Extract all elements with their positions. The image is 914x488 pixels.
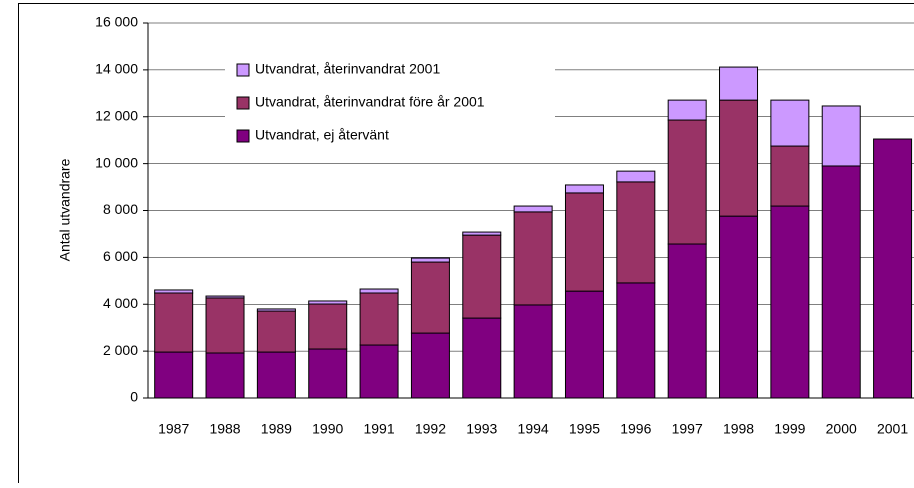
legend-swatch bbox=[237, 64, 249, 76]
bar-segment bbox=[771, 206, 809, 398]
bar-segment bbox=[617, 171, 655, 182]
x-tick-label: 1990 bbox=[312, 421, 343, 437]
bar-segment bbox=[360, 345, 398, 398]
bar-segment bbox=[771, 100, 809, 146]
x-tick-label: 1999 bbox=[774, 421, 805, 437]
bar-segment bbox=[411, 333, 449, 398]
bar-segment bbox=[514, 206, 552, 212]
x-tick-label: 1987 bbox=[158, 421, 189, 437]
bar-segment bbox=[822, 166, 860, 398]
bar-segment bbox=[206, 296, 244, 298]
y-tick-label: 14 000 bbox=[95, 61, 138, 77]
bar-segment bbox=[565, 193, 603, 291]
bar-segment bbox=[771, 146, 809, 206]
bar-segment bbox=[514, 212, 552, 305]
bar-segment bbox=[463, 235, 501, 318]
y-tick-label: 2 000 bbox=[103, 342, 138, 358]
bar-segment bbox=[257, 352, 295, 398]
bar-segment bbox=[514, 305, 552, 398]
x-tick-label: 1998 bbox=[723, 421, 754, 437]
bar-segment bbox=[206, 353, 244, 398]
bar-segment bbox=[565, 291, 603, 398]
bar-segment bbox=[257, 309, 295, 311]
x-tick-label: 1989 bbox=[261, 421, 292, 437]
bar-segment bbox=[309, 301, 347, 304]
x-tick-label: 1997 bbox=[672, 421, 703, 437]
bar-segment bbox=[720, 100, 758, 216]
x-tick-label: 1996 bbox=[620, 421, 651, 437]
bar-segment bbox=[155, 352, 193, 398]
bar-segment bbox=[617, 182, 655, 283]
legend-swatch bbox=[237, 130, 249, 142]
x-tick-label: 1995 bbox=[569, 421, 600, 437]
bar-segment bbox=[155, 290, 193, 293]
bar-segment bbox=[668, 100, 706, 120]
bar-segment bbox=[822, 106, 860, 166]
bar-segment bbox=[463, 318, 501, 398]
bar-segment bbox=[720, 67, 758, 100]
y-tick-label: 0 bbox=[130, 389, 138, 405]
bar-segment bbox=[668, 244, 706, 398]
bar-segment bbox=[720, 216, 758, 398]
y-tick-label: 10 000 bbox=[95, 154, 138, 170]
bar-segment bbox=[668, 120, 706, 244]
y-tick-label: 16 000 bbox=[95, 14, 138, 30]
bar-segment bbox=[617, 283, 655, 398]
legend-swatch bbox=[237, 97, 249, 109]
bar-segment bbox=[257, 311, 295, 352]
y-tick-label: 12 000 bbox=[95, 107, 138, 123]
x-tick-label: 1992 bbox=[415, 421, 446, 437]
legend-label: Utvandrat, återinvandrat 2001 bbox=[255, 61, 440, 77]
x-tick-label: 1991 bbox=[363, 421, 394, 437]
bar-segment bbox=[360, 293, 398, 345]
y-axis-label: Antal utvandrare bbox=[57, 158, 73, 261]
bar-segment bbox=[411, 262, 449, 333]
bar-segment bbox=[309, 304, 347, 349]
bar-segment bbox=[360, 289, 398, 293]
x-tick-label: 2000 bbox=[826, 421, 857, 437]
bar-segment bbox=[309, 349, 347, 398]
x-tick-label: 1994 bbox=[518, 421, 549, 437]
bar-segment bbox=[463, 232, 501, 235]
y-tick-label: 6 000 bbox=[103, 248, 138, 264]
bar-segment bbox=[565, 185, 603, 193]
legend-label: Utvandrat, ej återvänt bbox=[255, 127, 389, 143]
x-tick-label: 2001 bbox=[877, 421, 908, 437]
bar-segment bbox=[206, 298, 244, 353]
bar-segment bbox=[411, 258, 449, 262]
y-tick-label: 8 000 bbox=[103, 201, 138, 217]
x-tick-label: 1988 bbox=[209, 421, 240, 437]
y-tick-label: 4 000 bbox=[103, 295, 138, 311]
legend-label: Utvandrat, återinvandrat före år 2001 bbox=[255, 94, 485, 110]
x-tick-label: 1993 bbox=[466, 421, 497, 437]
bar-segment bbox=[155, 293, 193, 352]
bar-segment bbox=[874, 139, 912, 398]
